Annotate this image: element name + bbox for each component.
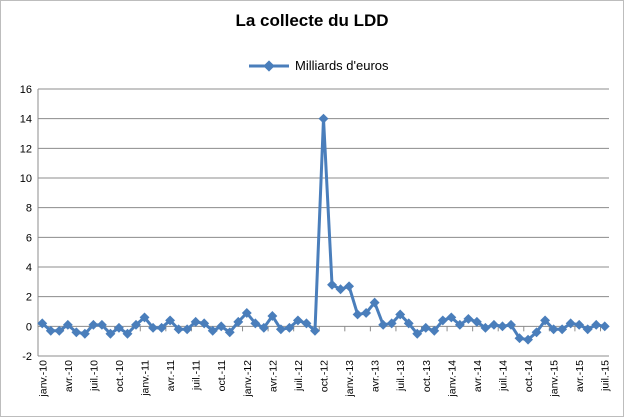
data-point (131, 319, 141, 330)
data-point (395, 309, 406, 320)
series-line (41, 118, 605, 342)
chart-title: La collecte du LDD (235, 11, 389, 30)
x-tick-label: janv.-10 (37, 360, 49, 398)
x-tick-label: avr.-14 (472, 360, 484, 392)
x-tick-label: oct.-14 (523, 360, 535, 392)
data-point (514, 333, 525, 344)
data-point (463, 313, 474, 324)
x-tick-label: juil.-12 (293, 360, 305, 392)
data-point (310, 325, 320, 336)
x-tick-label: oct.-12 (319, 360, 331, 392)
data-point (582, 324, 593, 335)
y-tick-label: 6 (26, 232, 32, 244)
data-point (148, 322, 159, 333)
data-point (182, 324, 193, 335)
data-point (446, 312, 457, 323)
data-point (292, 315, 303, 326)
x-tick-label: janv.-11 (140, 360, 152, 397)
data-point (335, 284, 346, 295)
data-point (284, 322, 295, 333)
data-point (173, 324, 184, 335)
data-point (301, 318, 312, 329)
data-point (454, 319, 465, 330)
data-point (591, 319, 602, 330)
data-point (403, 318, 414, 329)
x-tick-label: juil.-11 (191, 360, 203, 391)
data-point (523, 334, 533, 345)
data-point (216, 321, 227, 332)
x-tick-label: avr.-13 (370, 360, 382, 392)
x-tick-label: avr.-12 (267, 360, 279, 392)
legend: Milliards d'euros (249, 58, 389, 73)
legend-marker (249, 59, 289, 72)
data-point (318, 113, 329, 124)
y-tick-label: 0 (26, 321, 32, 333)
data-point (599, 321, 610, 332)
data-point (139, 312, 150, 323)
data-point (258, 322, 269, 333)
data-point (540, 315, 551, 326)
y-tick-label: 16 (20, 84, 32, 96)
data-point (224, 327, 235, 338)
data-point (267, 311, 278, 321)
x-tick-label: janv.-13 (344, 360, 356, 398)
x-tick-label: oct.-13 (421, 360, 433, 392)
data-point (574, 319, 585, 330)
data-point (557, 324, 568, 335)
data-point (497, 321, 508, 332)
data-point (480, 322, 491, 333)
data-point (344, 281, 355, 292)
data-point (386, 318, 397, 329)
data-point (165, 315, 176, 326)
y-tick-label: 8 (26, 203, 32, 215)
x-tick-label: juil.-14 (497, 360, 509, 392)
x-tick-label: juil.-10 (88, 360, 100, 392)
data-point (565, 318, 576, 329)
data-point (506, 319, 516, 330)
data-point (352, 309, 363, 320)
legend-label: Milliards d'euros (295, 58, 389, 73)
data-point (207, 325, 218, 336)
data-point (275, 324, 286, 335)
x-tick-label: juil.-15 (600, 360, 612, 392)
data-point (199, 318, 210, 329)
x-tick-label: avr.-11 (165, 360, 177, 391)
data-point (233, 316, 244, 327)
x-tick-label: avr.-15 (574, 360, 586, 392)
data-point (378, 319, 389, 330)
data-point (548, 324, 559, 335)
data-point (327, 279, 337, 290)
x-tick-label: janv.-15 (549, 360, 561, 398)
x-tick-label: janv.-14 (446, 360, 458, 398)
data-point (420, 322, 431, 333)
x-tick-label: oct.-10 (114, 360, 126, 392)
data-point (190, 316, 201, 327)
data-point (531, 327, 542, 338)
data-point (471, 316, 482, 327)
data-point (437, 315, 448, 326)
data-point (156, 322, 167, 333)
x-tick-label: janv.-12 (242, 360, 254, 398)
y-tick-label: -2 (22, 351, 32, 363)
data-point (361, 308, 372, 318)
x-tick-label: juil.-13 (395, 360, 407, 392)
data-point (250, 318, 261, 329)
y-tick-label: 12 (20, 143, 32, 155)
data-point (412, 328, 423, 339)
data-point (429, 325, 440, 336)
y-tick-label: 10 (20, 173, 32, 185)
y-tick-label: 2 (26, 292, 32, 304)
y-tick-label: 4 (26, 262, 32, 274)
data-point (241, 308, 252, 318)
y-tick-label: 14 (20, 114, 32, 126)
data-point (369, 297, 380, 308)
data-point (488, 319, 499, 330)
x-tick-label: oct.-11 (216, 360, 228, 391)
x-tick-label: avr.-10 (63, 360, 75, 392)
